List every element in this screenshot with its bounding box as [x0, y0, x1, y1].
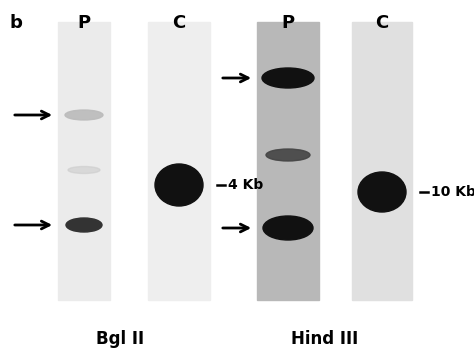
Text: P: P [77, 14, 91, 32]
Ellipse shape [358, 172, 406, 212]
Ellipse shape [68, 166, 100, 173]
Bar [58, 22, 110, 300]
Text: Hind III: Hind III [292, 330, 359, 348]
Text: P: P [282, 14, 294, 32]
Ellipse shape [155, 164, 203, 206]
Text: 4 Kb: 4 Kb [228, 178, 263, 192]
Ellipse shape [66, 218, 102, 232]
Text: 10 Kb: 10 Kb [431, 185, 474, 199]
Ellipse shape [263, 216, 313, 240]
Ellipse shape [266, 149, 310, 161]
Text: C: C [375, 14, 389, 32]
Text: Bgl II: Bgl II [96, 330, 144, 348]
Bar [257, 22, 319, 300]
Bar [352, 22, 412, 300]
Bar [148, 22, 210, 300]
Ellipse shape [65, 110, 103, 120]
Ellipse shape [262, 68, 314, 88]
Text: C: C [173, 14, 186, 32]
Text: b: b [10, 14, 23, 32]
